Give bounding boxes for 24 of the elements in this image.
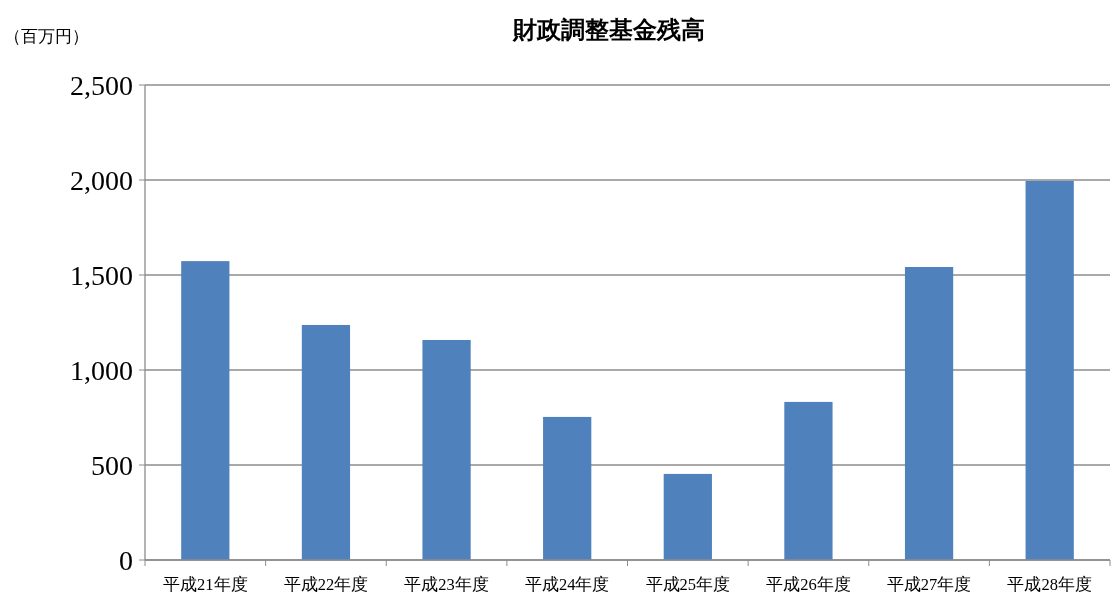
x-tick-label: 平成26年度	[766, 575, 851, 594]
x-tick-label: 平成28年度	[1007, 575, 1092, 594]
y-tick-label: 0	[119, 544, 133, 576]
y-tick-label: 2,500	[70, 69, 133, 101]
x-tick-label: 平成22年度	[283, 575, 369, 594]
x-tick-label: 平成24年度	[524, 575, 610, 594]
bar	[301, 324, 351, 560]
x-tick-label: 平成23年度	[404, 575, 489, 594]
y-tick-label: 500	[91, 449, 133, 481]
y-tick-label: 1,000	[70, 354, 133, 386]
bar	[1025, 180, 1074, 560]
bar	[181, 261, 230, 560]
bar	[663, 473, 712, 560]
x-tick-label: 平成21年度	[163, 575, 248, 594]
y-tick-label: 1,500	[70, 259, 133, 291]
chart-title: 財政調整基金残高	[512, 16, 705, 43]
bar	[904, 267, 954, 560]
bar	[543, 416, 592, 560]
x-tick-label: 平成27年度	[886, 575, 972, 594]
y-tick-label: 2,000	[70, 164, 133, 196]
x-tick-label: 平成25年度	[645, 575, 731, 594]
y-axis-title: （百万円）	[4, 27, 89, 46]
bar	[422, 339, 471, 560]
bar	[784, 401, 833, 560]
